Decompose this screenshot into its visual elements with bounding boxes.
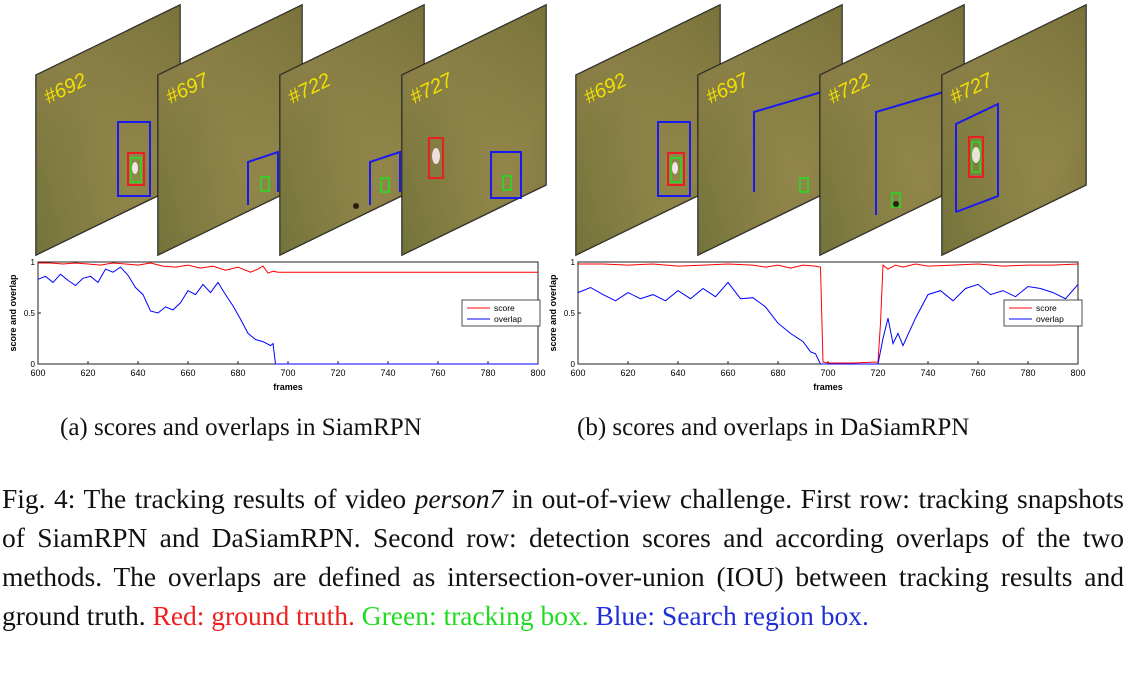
x-tick-label: 760: [970, 368, 985, 378]
caption-text-2: in out-of-view challenge. First row: tra…: [2, 483, 1124, 631]
ground-truth-box: [428, 137, 444, 179]
x-tick-label: 800: [1070, 368, 1085, 378]
search-region-box: [875, 85, 965, 215]
x-tick-label: 700: [280, 368, 295, 378]
search-region-box: [247, 150, 279, 205]
ground-truth-box: [968, 136, 984, 178]
tracking-box: [380, 177, 390, 193]
figure-caption: Fig. 4: The tracking results of video pe…: [2, 479, 1124, 635]
y-tick-label: 0: [31, 360, 36, 369]
series-line-score: [38, 262, 538, 274]
y-tick-label: 0.5: [24, 309, 36, 318]
x-tick-label: 660: [720, 368, 735, 378]
x-tick-label: 780: [1020, 368, 1035, 378]
x-tick-label: 740: [920, 368, 935, 378]
y-tick-label: 0.5: [564, 309, 576, 318]
x-tick-label: 740: [380, 368, 395, 378]
x-tick-label: 760: [430, 368, 445, 378]
y-tick-label: 1: [31, 258, 36, 267]
frame-b-727: [941, 3, 1087, 257]
caption-blue-legend: Blue: Search region box.: [588, 600, 869, 631]
frame-b-722: [819, 3, 965, 257]
chart-dasiamrpn: 600 620 640 660 680 700 720 740 760 780 800 0 0.5 1 fr…: [548, 258, 1086, 392]
legend-box: [1003, 299, 1083, 327]
tracking-box: [971, 141, 981, 173]
x-tick-label: 620: [620, 368, 635, 378]
tracking-box: [670, 157, 682, 183]
x-tick-label: 680: [770, 368, 785, 378]
panel-a-snapshots: [35, 3, 547, 257]
caption-green-legend: Green: tracking box.: [354, 600, 589, 631]
y-tick-label: 1: [571, 258, 576, 267]
tracking-box: [130, 157, 142, 183]
tracking-box: [260, 176, 270, 192]
x-tick-label: 600: [570, 368, 585, 378]
x-tick-label: 700: [820, 368, 835, 378]
search-region-box: [117, 121, 151, 197]
caption-red-legend: Red: ground truth.: [152, 600, 355, 631]
caption-text-1: The tracking results of video: [75, 483, 415, 514]
snapshot-strip: #692 #697 #722 #727 #692 #697 #722 #727: [35, 3, 1087, 257]
ground-truth-box: [127, 152, 145, 186]
x-axis-label: frames: [813, 382, 843, 392]
caption-video-name: person7: [414, 483, 504, 514]
legend-label-overlap: overlap: [494, 314, 522, 324]
search-region-box: [369, 150, 401, 205]
frame-a-727: [401, 3, 547, 257]
plot-area: [577, 261, 1079, 365]
x-tick-label: 600: [30, 368, 45, 378]
x-tick-label: 720: [330, 368, 345, 378]
ground-truth-box: [667, 152, 685, 186]
caption-label: Fig. 4:: [2, 483, 76, 514]
frame-a-722: [279, 3, 425, 257]
subcaption-a: (a) scores and overlaps in SiamRPN: [60, 414, 422, 441]
x-tick-label: 620: [80, 368, 95, 378]
frame-a-697: [157, 3, 303, 257]
x-tick-label: 660: [180, 368, 195, 378]
y-tick-label: 0: [571, 360, 576, 369]
series-line-overlap: [37, 266, 538, 365]
x-axis-label: frames: [273, 382, 303, 392]
x-tick-label: 680: [230, 368, 245, 378]
search-region-box: [955, 102, 999, 213]
series-line-overlap: [577, 281, 1079, 365]
frame-b-692: [575, 3, 721, 257]
frame-b-697: [697, 3, 843, 257]
y-axis-label: score and overlap: [8, 274, 18, 352]
legend-label-overlap: overlap: [1036, 314, 1064, 324]
subcaption-b: (b) scores and overlaps in DaSiamRPN: [577, 414, 970, 441]
x-tick-label: 640: [130, 368, 145, 378]
y-axis-label: score and overlap: [548, 274, 558, 352]
frame-a-692: [35, 3, 181, 257]
chart-siamrpn: 600 620 640 660 680 700 720 740 760 780 800 0 0.5 1 fr…: [8, 258, 546, 392]
tracking-box: [799, 177, 809, 193]
tracking-box: [502, 175, 512, 191]
x-tick-label: 720: [870, 368, 885, 378]
legend-box: [461, 299, 541, 327]
panel-b-snapshots: [575, 3, 1087, 257]
series-line-score: [578, 263, 1079, 364]
legend-label-score: score: [494, 303, 515, 313]
x-tick-label: 800: [530, 368, 545, 378]
search-region-box: [490, 151, 522, 199]
search-region-box: [657, 121, 691, 197]
legend-label-score: score: [1036, 303, 1057, 313]
x-tick-label: 640: [670, 368, 685, 378]
x-tick-label: 780: [480, 368, 495, 378]
search-region-box: [753, 85, 843, 192]
plot-area: [37, 261, 539, 365]
